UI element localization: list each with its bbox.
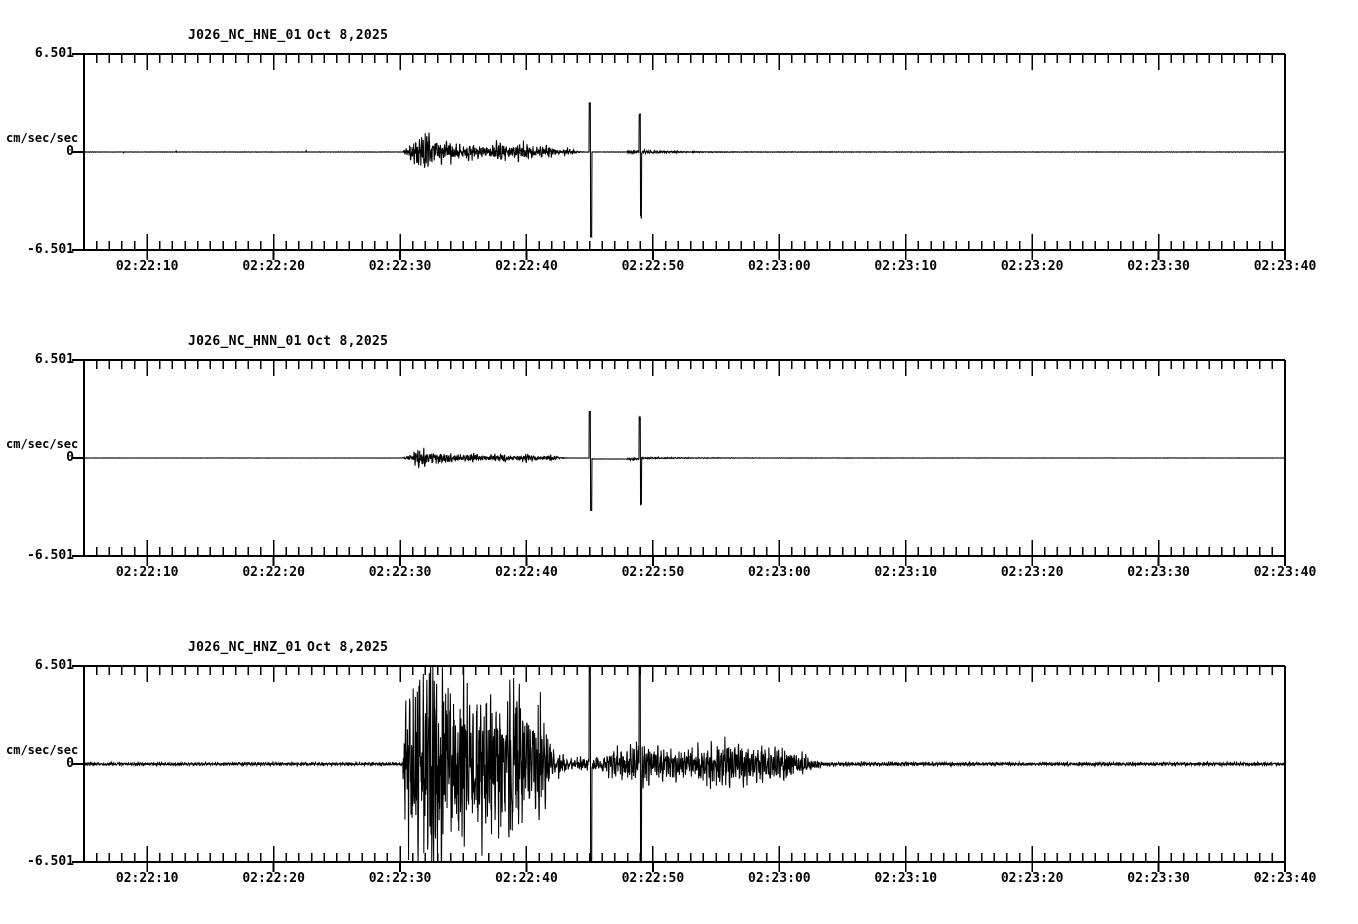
x-axis-tick-label: 02:22:40 [495,871,558,886]
y-axis-min-label: -6.501 [27,548,74,563]
x-axis-tick-label: 02:23:20 [1000,871,1064,886]
x-axis-tick-label: 02:23:10 [874,871,938,886]
panel-date-hnn: Oct 8,2025 [307,334,389,349]
x-axis-tick-label: 02:22:50 [621,259,685,274]
x-axis-tick-label: 02:22:40 [495,259,558,274]
x-axis-tick-label: 02:22:20 [242,565,305,580]
waveform-trace-hnn [83,410,1286,512]
y-axis-max-label: 6.501 [34,658,74,673]
x-axis-tick-label: 02:22:50 [621,871,685,886]
x-axis-tick-label: 02:22:10 [115,565,179,580]
y-axis-units-label: cm/sec/sec [6,743,79,757]
y-axis-min-label: -6.501 [27,854,74,869]
panel-title-hnz: J026_NC_HNZ_01 [188,640,302,655]
x-axis-tick-label: 02:22:50 [621,565,685,580]
y-axis-max-label: 6.501 [34,46,74,61]
x-axis-tick-label: 02:22:30 [368,871,432,886]
x-axis-tick-label: 02:22:10 [115,259,179,274]
x-axis-tick-label: 02:22:20 [242,871,305,886]
y-axis-zero-label: 0 [66,756,74,771]
y-axis-zero-label: 0 [66,144,74,159]
x-axis-tick-label: 02:22:30 [368,259,432,274]
x-axis-tick-label: 02:23:10 [874,259,938,274]
panel-date-hnz: Oct 8,2025 [307,640,389,655]
x-axis-tick-label: 02:23:00 [748,259,811,274]
x-axis-tick-label: 02:22:40 [495,565,558,580]
x-axis-tick-label: 02:23:30 [1127,259,1190,274]
x-axis-tick-label: 02:23:40 [1253,259,1317,274]
waveform-trace-hne [83,102,1286,239]
x-axis-tick-label: 02:23:40 [1253,565,1317,580]
panel-title-hnn: J026_NC_HNN_01 [188,334,302,349]
x-axis-tick-label: 02:23:30 [1127,871,1190,886]
x-axis-tick-label: 02:22:20 [242,259,305,274]
x-axis-tick-label: 02:23:00 [748,565,811,580]
y-axis-min-label: -6.501 [27,242,74,257]
x-axis-tick-label: 02:23:00 [748,871,811,886]
y-axis-zero-label: 0 [66,450,74,465]
x-axis-tick-label: 02:22:30 [368,565,432,580]
panel-date-hne: Oct 8,2025 [307,28,389,43]
x-axis-tick-label: 02:23:20 [1000,565,1064,580]
waveform-trace-hnz [83,665,1286,863]
panel-title-hne: J026_NC_HNE_01 [188,28,302,43]
x-axis-tick-label: 02:23:30 [1127,565,1190,580]
x-axis-tick-label: 02:22:10 [115,871,179,886]
y-axis-units-label: cm/sec/sec [6,437,79,451]
y-axis-max-label: 6.501 [34,352,74,367]
x-axis-tick-label: 02:23:10 [874,565,938,580]
x-axis-tick-label: 02:23:40 [1253,871,1317,886]
x-axis-tick-label: 02:23:20 [1000,259,1064,274]
y-axis-units-label: cm/sec/sec [6,131,79,145]
